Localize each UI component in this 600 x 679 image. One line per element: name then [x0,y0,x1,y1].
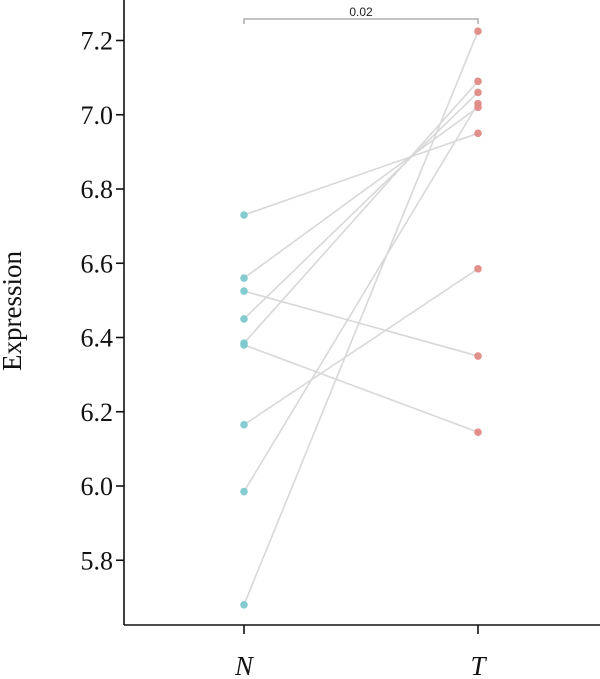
p-value-label: 0.02 [349,5,373,19]
pair-line [243,290,479,357]
x-tick-label: T [470,651,487,679]
point-n [240,341,248,349]
point-n [240,601,248,609]
y-tick-label: 6.8 [81,175,114,204]
pair-line [243,80,479,344]
point-n [240,274,248,282]
y-axis-title: Expression [0,251,27,371]
point-t [474,352,482,360]
y-tick-label: 6.4 [81,324,114,353]
data-points [240,27,482,609]
y-tick-label: 5.8 [81,546,114,575]
point-t [474,88,482,97]
pair-lines [243,30,479,606]
point-t [474,77,482,86]
bracket-line [243,18,479,24]
point-t [474,129,482,138]
point-n [240,211,248,219]
y-tick-label: 6.6 [81,249,114,278]
point-n [240,487,248,496]
pair-line [243,268,479,426]
point-t [474,99,482,108]
x-tick-label: N [234,651,255,679]
significance-bracket: 0.02 [243,5,479,24]
pair-line [243,91,479,320]
axes: 5.8 6.0 6.2 6.4 6.6 6.8 7.0 7.2 N T [81,0,600,679]
pair-line [243,106,479,279]
point-t [474,27,482,36]
pair-line [243,103,479,492]
pair-line [243,30,479,606]
point-n [240,420,248,429]
pair-line [243,132,479,216]
y-tick-label: 7.2 [81,27,114,56]
point-n [240,315,248,323]
point-t [474,265,482,273]
y-tick-label: 7.0 [81,101,114,130]
y-tick-label: 6.2 [81,398,114,427]
point-n [240,287,248,295]
pair-line [243,344,479,433]
point-t [474,428,482,436]
y-tick-label: 6.0 [81,472,114,501]
